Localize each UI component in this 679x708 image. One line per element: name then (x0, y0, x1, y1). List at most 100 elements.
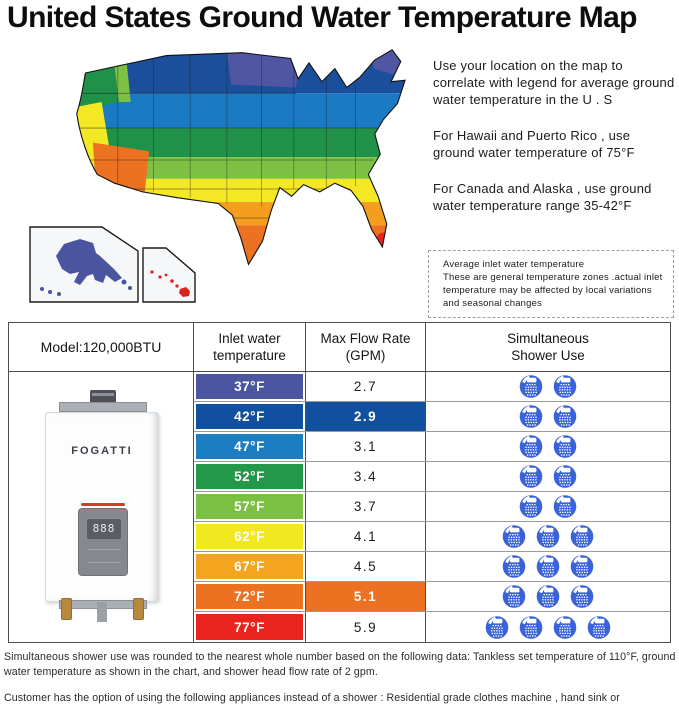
callout-title: Average inlet water temperature (443, 259, 585, 270)
shower-icon (485, 615, 509, 639)
inlet-temp-value: 37°F (196, 374, 303, 399)
inlet-temp-cell: 57°F (194, 492, 306, 521)
shower-icon (553, 375, 577, 398)
heater-body: FOGATTI 888 (45, 412, 159, 602)
shower-icon (536, 525, 560, 548)
table-row: 62°F 4.1 (194, 522, 670, 552)
shower-use-header: Simultaneous Shower Use (507, 331, 589, 363)
inlet-temp-cell: 47°F (194, 432, 306, 461)
spec-table: Model:120,000BTU Inlet water temperature… (8, 322, 671, 643)
panel-accent-line (81, 503, 125, 506)
flow-rate-value: 3.4 (306, 462, 426, 491)
note-usage: Use your location on the map to correlat… (433, 58, 675, 107)
inlet-temp-cell: 42°F (194, 402, 306, 431)
flow-rate-value: 3.1 (306, 432, 426, 461)
shower-icon (553, 465, 577, 488)
flow-rate-value: 2.9 (306, 402, 426, 431)
shower-icon (553, 405, 577, 428)
page-title: United States Ground Water Temperature M… (7, 1, 638, 34)
shower-icon (553, 435, 577, 458)
inlet-temp-cell: 52°F (194, 462, 306, 491)
shower-icons-cell (426, 372, 670, 401)
shower-icon (570, 585, 594, 608)
inlet-temp-value: 77°F (196, 614, 303, 640)
table-rows: 37°F 2.7 42°F 2.9 (194, 372, 670, 642)
note-hawaii-puerto-rico: For Hawaii and Puerto Rico , use ground … (433, 128, 635, 160)
shower-icons-cell (426, 492, 670, 521)
flow-rate-value: 2.7 (306, 372, 426, 401)
shower-icon (519, 405, 543, 428)
digital-display: 888 (87, 519, 121, 539)
note-canada-alaska: For Canada and Alaska , use ground water… (433, 181, 652, 213)
inlet-temp-value: 47°F (196, 434, 303, 459)
inlet-temp-cell: 62°F (194, 522, 306, 551)
inlet-temp-header: Inlet water temperature (194, 323, 306, 371)
shower-icon (553, 495, 577, 518)
inlet-temp-cell: 37°F (194, 372, 306, 401)
footnote-appliances: Customer has the option of using the fol… (4, 692, 620, 708)
inlet-temp-value: 57°F (196, 494, 303, 519)
shower-icon (519, 495, 543, 518)
inlet-temp-value: 52°F (196, 464, 303, 489)
shower-icon (587, 615, 611, 639)
table-row: 47°F 3.1 (194, 432, 670, 462)
table-row: 77°F 5.9 (194, 612, 670, 642)
table-row: 42°F 2.9 (194, 402, 670, 432)
callout-body: These are general temperature zones .act… (443, 272, 663, 309)
flow-rate-value: 5.9 (306, 612, 426, 642)
shower-icons-cell (426, 402, 670, 431)
inlet-temp-value: 62°F (196, 524, 303, 549)
shower-icon (502, 585, 526, 608)
inlet-temp-value: 72°F (196, 584, 303, 609)
water-heater-image: FOGATTI 888 (37, 390, 167, 625)
shower-icons-cell (426, 462, 670, 491)
table-row: 37°F 2.7 (194, 372, 670, 402)
footnote-rounding: Simultaneous shower use was rounded to t… (4, 651, 676, 678)
inlet-temp-value: 67°F (196, 554, 303, 579)
inlet-temp-cell: 67°F (194, 552, 306, 581)
table-row: 52°F 3.4 (194, 462, 670, 492)
shower-icons-cell (426, 612, 670, 642)
alaska-inset (29, 226, 139, 303)
table-row: 67°F 4.5 (194, 552, 670, 582)
brass-valve-right (133, 598, 144, 620)
product-image-cell: FOGATTI 888 (9, 372, 194, 642)
control-panel: 888 (78, 503, 128, 576)
shower-icon (536, 585, 560, 608)
shower-icon (570, 525, 594, 548)
shower-icons-cell (426, 522, 670, 551)
flow-rate-header: Max Flow Rate (GPM) (306, 323, 426, 371)
shower-icon (536, 555, 560, 578)
table-header-row: Model:120,000BTU Inlet water temperature… (9, 323, 670, 372)
flow-rate-value: 4.1 (306, 522, 426, 551)
shower-icon (519, 465, 543, 488)
brass-valve-left (61, 598, 72, 620)
shower-icons-cell (426, 432, 670, 461)
center-pipe (97, 602, 107, 622)
inlet-temp-cell: 72°F (194, 582, 306, 611)
model-header: Model:120,000BTU (9, 323, 194, 371)
panel-buttons (87, 549, 121, 563)
shower-icon (519, 615, 543, 639)
mounting-bracket-top (59, 402, 147, 412)
brand-logo: FOGATTI (71, 445, 133, 457)
shower-icon (519, 435, 543, 458)
flow-rate-value: 5.1 (306, 582, 426, 611)
table-row: 72°F 5.1 (194, 582, 670, 612)
table-row: 57°F 3.7 (194, 492, 670, 522)
shower-icon (519, 375, 543, 398)
inlet-temp-cell: 77°F (194, 612, 306, 642)
shower-icon (502, 525, 526, 548)
flow-rate-value: 4.5 (306, 552, 426, 581)
shower-icons-cell (426, 552, 670, 581)
map-notes: Use your location on the map to correlat… (433, 57, 675, 233)
shower-icon (502, 555, 526, 578)
hawaii-inset (142, 247, 196, 303)
us-groundwater-temperature-map (29, 44, 426, 303)
inlet-temperature-callout: Average inlet water temperature These ar… (428, 250, 674, 318)
footnotes: Simultaneous shower use was rounded to t… (4, 650, 677, 708)
shower-icon (553, 615, 577, 639)
shower-icon (570, 555, 594, 578)
shower-icons-cell (426, 582, 670, 611)
